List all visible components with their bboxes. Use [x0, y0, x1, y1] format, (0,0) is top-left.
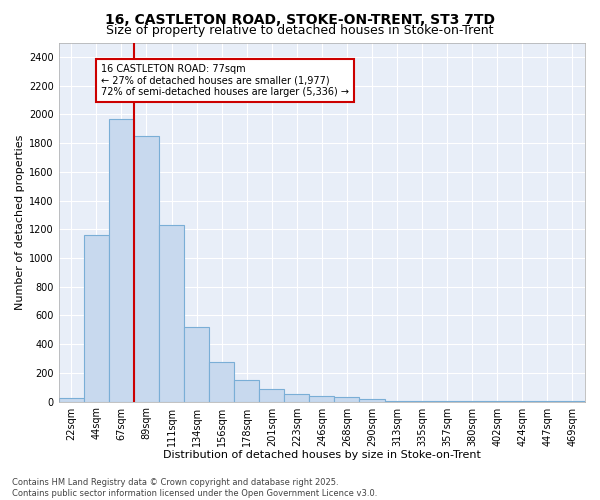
Bar	[259, 388, 284, 402]
Bar	[134, 136, 159, 402]
Text: 16, CASTLETON ROAD, STOKE-ON-TRENT, ST3 7TD: 16, CASTLETON ROAD, STOKE-ON-TRENT, ST3 …	[105, 12, 495, 26]
Bar	[284, 394, 310, 402]
Bar	[159, 225, 184, 402]
Bar	[460, 401, 485, 402]
Bar	[84, 235, 109, 402]
Bar	[310, 396, 334, 402]
Bar	[385, 401, 410, 402]
Bar	[334, 398, 359, 402]
Text: Size of property relative to detached houses in Stoke-on-Trent: Size of property relative to detached ho…	[106, 24, 494, 37]
Text: Contains HM Land Registry data © Crown copyright and database right 2025.
Contai: Contains HM Land Registry data © Crown c…	[12, 478, 377, 498]
Y-axis label: Number of detached properties: Number of detached properties	[15, 134, 25, 310]
Bar	[234, 380, 259, 402]
Text: 16 CASTLETON ROAD: 77sqm
← 27% of detached houses are smaller (1,977)
72% of sem: 16 CASTLETON ROAD: 77sqm ← 27% of detach…	[101, 64, 349, 97]
Bar	[209, 362, 234, 402]
Bar	[59, 398, 84, 402]
X-axis label: Distribution of detached houses by size in Stoke-on-Trent: Distribution of detached houses by size …	[163, 450, 481, 460]
Bar	[109, 118, 134, 402]
Bar	[410, 401, 434, 402]
Bar	[560, 401, 585, 402]
Bar	[184, 327, 209, 402]
Bar	[434, 401, 460, 402]
Bar	[359, 400, 385, 402]
